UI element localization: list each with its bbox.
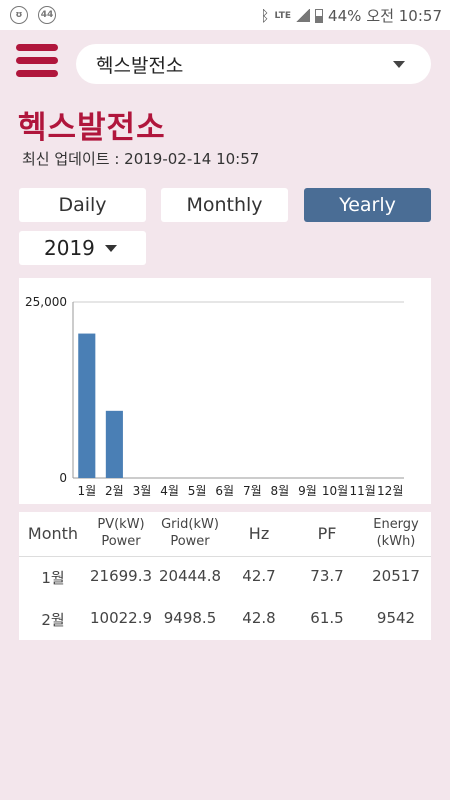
table-cell: 21699.3 — [89, 567, 153, 585]
col-header-month-label: Month — [27, 524, 79, 543]
period-tabs: Daily Monthly Yearly — [19, 188, 431, 222]
network-type: LTE — [274, 10, 292, 21]
col-header-pv-power: PV(kW) Power — [87, 516, 155, 550]
chart-x-tick-label: 6월 — [215, 484, 234, 498]
col-header-grid-line2: Power — [170, 534, 210, 549]
battery-icon — [315, 8, 324, 23]
table-cell: 2월 — [41, 611, 65, 629]
col-header-hz-label: Hz — [248, 524, 270, 543]
table-cell: 61.5 — [310, 609, 344, 627]
hamburger-menu-icon[interactable] — [16, 44, 58, 82]
table-cell: 42.7 — [242, 567, 276, 585]
chart-y-tick-label: 0 — [59, 471, 67, 485]
table-cell: 9542 — [376, 609, 416, 627]
col-header-hz: Hz — [225, 525, 293, 542]
tab-daily[interactable]: Daily — [19, 188, 146, 222]
clock: 오전 10:57 — [366, 7, 442, 25]
chart-x-tick-label: 11월 — [349, 484, 375, 498]
table-cell: 20444.8 — [158, 567, 222, 585]
col-header-grid-power: Grid(kW) Power — [155, 516, 225, 550]
status-bar: ʊ 44 ᛒ LTE 44% 오전 10:57 — [0, 0, 450, 30]
chart-x-tick-label: 2월 — [105, 484, 124, 498]
table-cell: 10022.9 — [89, 609, 153, 627]
chart-x-tick-label: 7월 — [243, 484, 262, 498]
chart-x-tick-label: 8월 — [271, 484, 290, 498]
battery-percent: 44% — [328, 6, 362, 25]
table-header-divider — [19, 556, 431, 557]
table-cell: 9498.5 — [163, 609, 217, 627]
bluetooth-icon: ᛒ — [260, 6, 270, 25]
chart-x-tick-label: 9월 — [298, 484, 317, 498]
col-header-month: Month — [19, 525, 87, 542]
chart-x-tick-label: 12월 — [377, 484, 403, 498]
col-header-pf-label: PF — [317, 524, 337, 543]
tab-yearly[interactable]: Yearly — [304, 188, 431, 222]
year-dropdown[interactable]: 2019 — [19, 231, 146, 265]
col-header-energy-line1: Energy — [373, 517, 419, 532]
table-cell: 73.7 — [310, 567, 344, 585]
chart-svg: 0 25,000 1월 2월 3월 4월 5월 6월 7월 8월 9월 10월 11월 12월 — [25, 295, 404, 498]
page-title: 헥스발전소 — [18, 110, 166, 146]
last-updated-text: 최신 업데이트 : 2019-02-14 10:57 — [22, 150, 260, 168]
col-header-energy-line2: (kWh) — [376, 534, 416, 549]
chevron-down-icon — [105, 245, 117, 252]
chart-x-tick-label: 4월 — [160, 484, 179, 498]
year-dropdown-value: 2019 — [44, 236, 95, 260]
app-notification-icon: ʊ — [10, 6, 28, 24]
chart-x-tick-label: 1월 — [77, 484, 96, 498]
chart-bar — [105, 410, 123, 478]
site-dropdown-value: 헥스발전소 — [96, 54, 184, 77]
col-header-grid-line1: Grid(kW) — [161, 517, 219, 532]
chart-y-tick-label: 25,000 — [25, 295, 67, 309]
tab-monthly[interactable]: Monthly — [161, 188, 288, 222]
chart-x-tick-label: 5월 — [188, 484, 207, 498]
col-header-pf: PF — [293, 525, 361, 542]
col-header-pv-line1: PV(kW) — [97, 517, 145, 532]
chevron-down-icon — [393, 61, 405, 68]
chart-x-tick-label: 10월 — [322, 484, 348, 498]
table-cell: 1월 — [41, 569, 65, 587]
table-cell: 20517 — [372, 567, 420, 585]
signal-icon — [296, 9, 311, 22]
col-header-pv-line2: Power — [101, 534, 141, 549]
col-header-energy: Energy (kWh) — [361, 516, 431, 550]
chart-x-tick-label: 3월 — [133, 484, 152, 498]
energy-bar-chart: 0 25,000 1월 2월 3월 4월 5월 6월 7월 8월 9월 10월 11월 12월 — [19, 278, 431, 504]
energy-table: Month PV(kW) Power Grid(kW) Power Hz PF … — [19, 512, 431, 640]
notification-count-badge: 44 — [38, 6, 56, 24]
table-cell: 42.8 — [242, 609, 276, 627]
chart-bar — [78, 333, 96, 478]
site-dropdown[interactable]: 헥스발전소 — [76, 44, 431, 84]
